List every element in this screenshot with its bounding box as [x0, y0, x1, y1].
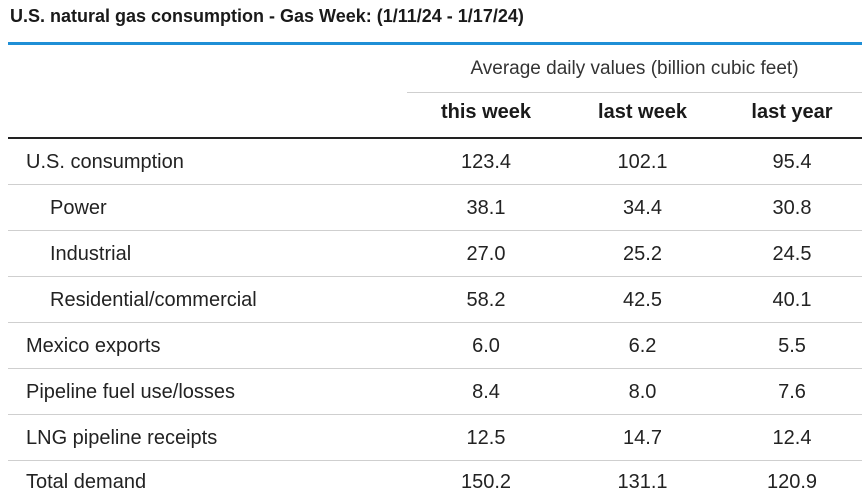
row-label: Total demand: [26, 471, 147, 493]
row-divider: [8, 322, 862, 323]
cell-last-week: 34.4: [623, 197, 662, 219]
units-divider: [407, 92, 862, 93]
row-label: Pipeline fuel use/losses: [26, 381, 236, 403]
cell-this-week: 38.1: [466, 197, 506, 219]
cell-last-week: 102.1: [617, 151, 668, 173]
cell-last-year: 5.5: [778, 335, 806, 357]
table-row-mexico-exports: Mexico exports 6.0 6.2 5.5: [8, 323, 862, 369]
cell-last-year: 7.6: [778, 381, 806, 403]
cell-last-week: 8.0: [628, 381, 657, 403]
row-divider: [8, 368, 862, 369]
row-label: Power: [50, 197, 107, 219]
column-header-last-year: last year: [751, 101, 833, 123]
table-row-us-consumption: U.S. consumption 123.4 102.1 95.4: [8, 139, 862, 185]
cell-last-week: 14.7: [623, 427, 662, 449]
cell-this-week: 58.2: [466, 289, 506, 311]
row-label: Residential/commercial: [50, 289, 257, 311]
cell-last-year: 120.9: [766, 471, 818, 493]
row-label: Industrial: [50, 243, 132, 265]
header-divider: [8, 137, 862, 139]
units-label: Average daily values (billion cubic feet…: [470, 58, 799, 79]
row-label: U.S. consumption: [26, 151, 184, 173]
row-divider: [8, 276, 862, 277]
cell-this-week: 27.0: [466, 243, 506, 265]
title-divider: [8, 42, 862, 45]
column-header-last-week: last week: [598, 101, 687, 123]
cell-last-year: 40.1: [772, 289, 812, 311]
cell-this-week: 12.5: [466, 427, 506, 449]
table-row-residential-commercial: Residential/commercial 58.2 42.5 40.1: [8, 277, 862, 323]
row-divider: [8, 460, 862, 461]
row-label: LNG pipeline receipts: [26, 427, 218, 449]
cell-last-week: 25.2: [623, 243, 662, 265]
cell-last-year: 30.8: [772, 197, 812, 219]
table-row-power: Power 38.1 34.4 30.8: [8, 185, 862, 231]
cell-last-week: 131.1: [617, 471, 668, 493]
table-title: U.S. natural gas consumption - Gas Week:…: [10, 6, 524, 26]
table-row-total-demand: Total demand 150.2 131.1 120.9: [8, 461, 862, 497]
row-label: Mexico exports: [26, 335, 161, 357]
cell-this-week: 150.2: [460, 471, 512, 493]
column-header-this-week: this week: [440, 101, 532, 123]
row-divider: [8, 184, 862, 185]
cell-last-year: 12.4: [772, 427, 812, 449]
cell-this-week: 123.4: [460, 151, 512, 173]
cell-last-year: 24.5: [772, 243, 812, 265]
table-row-industrial: Industrial 27.0 25.2 24.5: [8, 231, 862, 277]
row-divider: [8, 414, 862, 415]
cell-last-year: 95.4: [772, 151, 812, 173]
cell-last-week: 42.5: [623, 289, 662, 311]
table-row-lng-pipeline-receipts: LNG pipeline receipts 12.5 14.7 12.4: [8, 415, 862, 461]
cell-last-week: 6.2: [628, 335, 657, 357]
cell-this-week: 6.0: [472, 335, 500, 357]
row-divider: [8, 230, 862, 231]
cell-this-week: 8.4: [472, 381, 500, 403]
table-row-pipeline-fuel: Pipeline fuel use/losses 8.4 8.0 7.6: [8, 369, 862, 415]
